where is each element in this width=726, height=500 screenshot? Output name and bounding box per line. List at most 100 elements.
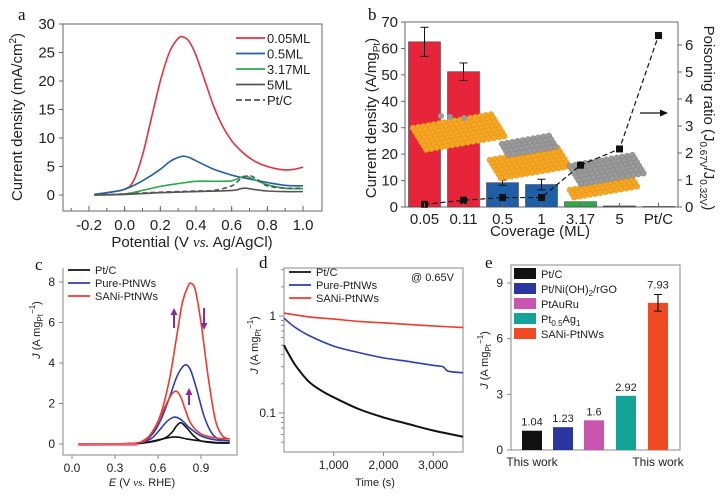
y-tick-label-a: 0 — [47, 187, 55, 204]
y-tick-label-a: 30 — [38, 16, 55, 33]
scan-direction-arrows — [170, 308, 208, 405]
x-tick-label-b: 0.5 — [492, 211, 513, 228]
axis-ticks-e: 0 3 6 9 — [496, 276, 511, 457]
plot-frame-c — [62, 268, 238, 456]
value-label-e: 1.04 — [521, 417, 542, 429]
atom — [597, 189, 604, 196]
panel-b: b 0.05 0.11 0.5 1 3.17 5 Pt/C 0 10 20 30 40 50 60 70 0 1… — [363, 5, 717, 240]
x-tick-label-a: -0.2 — [76, 217, 102, 234]
atom — [464, 139, 471, 146]
atom — [583, 179, 590, 187]
up-arrow-icon-head — [170, 308, 178, 315]
atom — [480, 136, 487, 143]
value-label-e: 1.6 — [586, 406, 601, 418]
ni-atom — [438, 113, 444, 119]
atom — [623, 184, 630, 192]
plot-frame-d — [283, 267, 464, 453]
legend-sub: 1 — [576, 319, 581, 328]
y2-tick-label-b: 4 — [685, 91, 693, 108]
down-arrow-icon-head — [200, 323, 208, 330]
series-line-c-forward — [79, 363, 230, 445]
atom — [469, 138, 477, 145]
atom — [614, 174, 621, 181]
atom — [541, 145, 549, 152]
y-tick-label-b: 60 — [381, 40, 398, 57]
y-tick-label-c: 2 — [48, 397, 55, 411]
atom — [443, 142, 451, 150]
panel-c: c 0.0 0.3 0.6 0.9 0 2 4 6 8 Pt/CPure-PtNWsSANi-P… — [28, 255, 238, 489]
panel-label-c: c — [35, 255, 43, 274]
series-line-005ml — [94, 35, 304, 196]
series-line-05ml — [94, 155, 304, 196]
y-axis-label-c: J (A mgPt−1) — [28, 301, 45, 360]
poisoning-ratio-marker — [460, 196, 467, 204]
legend-swatch-e — [514, 283, 536, 294]
y-tick-label-c: 4 — [48, 356, 55, 370]
atom — [602, 188, 609, 196]
x-label-e: This work — [506, 455, 558, 469]
panel-a: a -0.2 0.0 0.2 0.4 0.6 0.8 1.0 0 5 10 15 20 25 30 0.0… — [8, 5, 323, 251]
atom — [618, 185, 625, 193]
bar-e — [648, 302, 668, 450]
y2-tick-label-b: 3 — [685, 118, 693, 135]
y2-tick-label-b: 1 — [685, 172, 693, 189]
bar-e — [522, 430, 542, 450]
y-tick-label-e: 0 — [496, 443, 503, 457]
x-tick-label-d: 2,000 — [368, 458, 398, 472]
value-label-e: 7.93 — [647, 280, 668, 292]
series-lines-d — [283, 312, 464, 438]
x-tick-label-a: 0.4 — [186, 217, 207, 234]
x-tick-label-c: 0.3 — [107, 461, 124, 475]
y2-tick-label-b: 6 — [685, 37, 693, 54]
axis-ticks-a: -0.2 0.0 0.2 0.4 0.6 0.8 1.0 0 5 10 15 20 25 30 — [38, 16, 313, 234]
atom — [581, 192, 588, 199]
atom — [459, 140, 466, 147]
atom — [529, 169, 536, 176]
legend-text: Pt — [541, 314, 551, 326]
y-tick-label-b: 30 — [381, 120, 398, 137]
series-line-ptc — [94, 174, 304, 196]
atom — [576, 193, 583, 200]
bars-e: 1.04 1.23 1.6 2.92 7.93 This work This work — [506, 280, 684, 469]
atom — [526, 147, 533, 155]
bar-e — [553, 427, 573, 450]
series-line-c-backward — [136, 436, 230, 445]
panel-label-b: b — [368, 5, 377, 24]
y-axis-label-b: Current density (A/mgPt) — [363, 38, 383, 198]
atom — [423, 146, 430, 153]
right-axis-arrow — [640, 109, 668, 117]
ni-layer-mid — [498, 132, 559, 159]
x-axis-label-a: Potential (V vs. Ag/AgCl) — [111, 234, 272, 251]
series-line-d — [283, 312, 464, 329]
axis-ticks-b: 0.05 0.11 0.5 1 3.17 5 Pt/C 0 10 20 30 40 50 60 70 0 1 2 3… — [381, 14, 693, 228]
atom — [593, 178, 600, 185]
legend-label-a: 3.17ML — [267, 62, 310, 77]
panel-e: e 0 3 6 9 1.04 1.23 1.6 2.92 7.93 This work This … — [476, 253, 685, 469]
atom — [475, 137, 482, 144]
y-tick-label-a: 15 — [38, 102, 55, 119]
legend-label-a: Pt/C — [267, 93, 292, 108]
series-line-d — [283, 317, 464, 374]
cluster-illustration-high-coverage — [566, 175, 640, 201]
x-tick-label-b: 0.05 — [410, 211, 439, 228]
legend-sub: 0.5 — [551, 319, 563, 328]
x-tick-label-b: 1 — [537, 211, 545, 228]
series-line-d — [283, 344, 464, 438]
legend-label-a: 0.05ML — [267, 31, 310, 46]
legend-e: Pt/CPt/Ni(OH)2/rGOPtAuRuPt0.5Ag1SANi-PtN… — [514, 268, 617, 341]
atom — [495, 133, 503, 141]
series-line-c-backward — [140, 390, 230, 443]
y-tick-label-b: 50 — [381, 67, 398, 84]
x-axis-label-d: Time (s) — [355, 477, 395, 489]
nanocluster-illustrations — [409, 111, 647, 201]
y-tick-label-b: 40 — [381, 93, 398, 110]
legend-label-e: Pt0.5Ag1 — [541, 314, 581, 328]
y-tick-label-b: 20 — [381, 146, 398, 163]
atom — [490, 134, 497, 142]
data-marker-c — [134, 443, 138, 446]
atom — [607, 187, 614, 195]
atom — [518, 171, 525, 178]
panel-label-d: d — [259, 253, 268, 272]
